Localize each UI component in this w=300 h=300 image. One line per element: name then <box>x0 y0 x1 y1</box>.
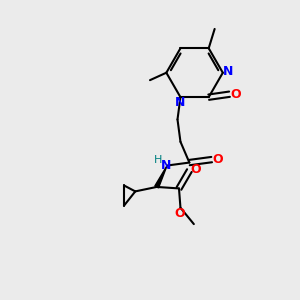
Text: N: N <box>175 96 185 109</box>
Text: N: N <box>223 65 233 78</box>
Polygon shape <box>155 166 167 188</box>
Text: O: O <box>190 163 201 176</box>
Text: N: N <box>161 159 172 172</box>
Text: O: O <box>175 207 185 220</box>
Text: O: O <box>230 88 241 101</box>
Text: H: H <box>153 155 162 165</box>
Text: O: O <box>212 153 223 166</box>
